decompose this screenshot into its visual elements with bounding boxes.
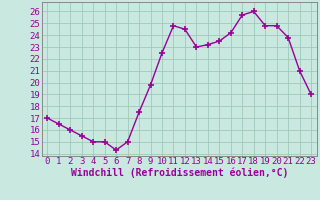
X-axis label: Windchill (Refroidissement éolien,°C): Windchill (Refroidissement éolien,°C) bbox=[70, 168, 288, 178]
